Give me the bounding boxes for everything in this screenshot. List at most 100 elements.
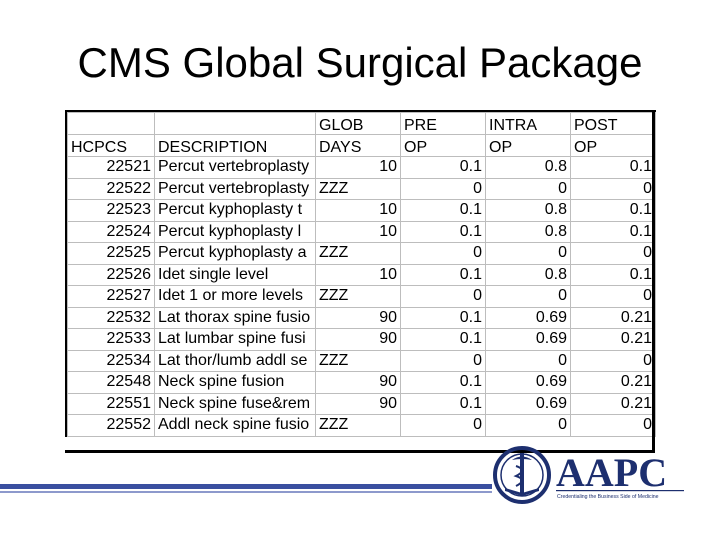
hcpcs-cell: 22551 (67, 392, 155, 415)
post-op-cell: 0.1 (570, 156, 656, 179)
description-cell: Addl neck spine fusio (154, 414, 316, 437)
table-row: 22552 Addl neck spine fusio ZZZ 0 0 0 (67, 414, 656, 437)
post-op-cell: 0.1 (570, 220, 656, 243)
table-row: 22532 Lat thorax spine fusio 90 0.1 0.69 0.21 (67, 306, 656, 329)
glob-days-cell: 10 (315, 263, 401, 286)
intra-op-cell: 0 (485, 242, 571, 265)
pre-op-cell: 0.1 (400, 220, 486, 243)
hcpcs-cell: 22534 (67, 349, 155, 372)
table-shadow-right (652, 110, 655, 452)
intra-op-cell: 0.8 (485, 156, 571, 179)
glob-days-cell: 10 (315, 220, 401, 243)
hcpcs-cell: 22548 (67, 371, 155, 394)
table-row: 22523 Percut kyphoplasty t 10 0.1 0.8 0.1 (67, 199, 656, 222)
table-row: 22533 Lat lumbar spine fusi 90 0.1 0.69 0.21 (67, 328, 656, 351)
intra-op-cell: 0.69 (485, 392, 571, 415)
table-row: 22525 Percut kyphoplasty a ZZZ 0 0 0 (67, 242, 656, 265)
intra-op-cell: 0.69 (485, 306, 571, 329)
footer-bar-thin (0, 491, 492, 493)
pre-op-cell: 0.1 (400, 199, 486, 222)
slide-title: CMS Global Surgical Package (77, 39, 643, 86)
description-cell: Percut kyphoplasty a (154, 242, 316, 265)
table-row: 22522 Percut vertebroplasty ZZZ 0 0 0 (67, 177, 656, 200)
aapc-logo-graphic: AAPC Credentialing the Business Side of … (493, 446, 684, 504)
header-days: DAYS (315, 134, 401, 157)
logo-tagline: Credentialing the Business Side of Medic… (557, 494, 659, 500)
intra-op-cell: 0.69 (485, 371, 571, 394)
hcpcs-cell: 22526 (67, 263, 155, 286)
post-op-cell: 0.1 (570, 263, 656, 286)
intra-op-cell: 0 (485, 285, 571, 308)
header-pre: PRE (400, 112, 486, 135)
table-shadow-bottom (65, 450, 655, 453)
glob-days-cell: 10 (315, 156, 401, 179)
header-description: DESCRIPTION (154, 134, 316, 157)
header-hcpcs: HCPCS (67, 134, 155, 157)
hcpcs-cell: 22527 (67, 285, 155, 308)
description-cell: Idet 1 or more levels (154, 285, 316, 308)
intra-op-cell: 0 (485, 414, 571, 437)
glob-days-cell: 90 (315, 371, 401, 394)
description-cell: Idet single level (154, 263, 316, 286)
description-cell: Neck spine fuse&rem (154, 392, 316, 415)
post-op-cell: 0 (570, 285, 656, 308)
table-row: 22527 Idet 1 or more levels ZZZ 0 0 0 (67, 285, 656, 308)
pre-op-cell: 0.1 (400, 392, 486, 415)
aapc-logo: AAPC Credentialing the Business Side of … (490, 438, 686, 508)
header-op: OP (570, 134, 656, 157)
pre-op-cell: 0 (400, 177, 486, 200)
pre-op-cell: 0.1 (400, 263, 486, 286)
glob-days-cell: ZZZ (315, 349, 401, 372)
hcpcs-cell: 22533 (67, 328, 155, 351)
post-op-cell: 0.21 (570, 306, 656, 329)
hcpcs-cell: 22525 (67, 242, 155, 265)
header-cell (67, 112, 155, 135)
header-op: OP (485, 134, 571, 157)
description-cell: Percut kyphoplasty t (154, 199, 316, 222)
post-op-cell: 0.1 (570, 199, 656, 222)
glob-days-cell: 90 (315, 328, 401, 351)
glob-days-cell: 90 (315, 392, 401, 415)
hcpcs-cell: 22524 (67, 220, 155, 243)
spreadsheet: GLOB PRE INTRA POST HCPCS DESCRIPTION DA… (67, 112, 656, 437)
intra-op-cell: 0.8 (485, 220, 571, 243)
intra-op-cell: 0.8 (485, 263, 571, 286)
table-row: 22534 Lat thor/lumb addl se ZZZ 0 0 0 (67, 349, 656, 372)
description-cell: Neck spine fusion (154, 371, 316, 394)
description-cell: Percut vertebroplasty (154, 156, 316, 179)
header-cell (154, 112, 316, 135)
table-row: 22521 Percut vertebroplasty 10 0.1 0.8 0.1 (67, 156, 656, 179)
intra-op-cell: 0.8 (485, 199, 571, 222)
pre-op-cell: 0 (400, 414, 486, 437)
hcpcs-cell: 22523 (67, 199, 155, 222)
hcpcs-cell: 22521 (67, 156, 155, 179)
glob-days-cell: ZZZ (315, 285, 401, 308)
pre-op-cell: 0 (400, 285, 486, 308)
glob-days-cell: 90 (315, 306, 401, 329)
header-glob: GLOB (315, 112, 401, 135)
pre-op-cell: 0.1 (400, 371, 486, 394)
post-op-cell: 0 (570, 349, 656, 372)
post-op-cell: 0 (570, 242, 656, 265)
header-row-top: GLOB PRE INTRA POST (67, 112, 656, 135)
surgical-package-table: GLOB PRE INTRA POST HCPCS DESCRIPTION DA… (65, 110, 656, 437)
table-row: 22551 Neck spine fuse&rem 90 0.1 0.69 0.21 (67, 392, 656, 415)
table-row: 22548 Neck spine fusion 90 0.1 0.69 0.21 (67, 371, 656, 394)
glob-days-cell: ZZZ (315, 242, 401, 265)
table-row: 22526 Idet single level 10 0.1 0.8 0.1 (67, 263, 656, 286)
table-row: 22524 Percut kyphoplasty l 10 0.1 0.8 0.1 (67, 220, 656, 243)
header-post: POST (570, 112, 656, 135)
post-op-cell: 0 (570, 177, 656, 200)
hcpcs-cell: 22522 (67, 177, 155, 200)
header-op: OP (400, 134, 486, 157)
pre-op-cell: 0.1 (400, 306, 486, 329)
description-cell: Percut kyphoplasty l (154, 220, 316, 243)
post-op-cell: 0 (570, 414, 656, 437)
glob-days-cell: ZZZ (315, 414, 401, 437)
glob-days-cell: 10 (315, 199, 401, 222)
post-op-cell: 0.21 (570, 371, 656, 394)
intra-op-cell: 0 (485, 177, 571, 200)
hcpcs-cell: 22532 (67, 306, 155, 329)
description-cell: Percut vertebroplasty (154, 177, 316, 200)
footer-bar (0, 484, 492, 489)
